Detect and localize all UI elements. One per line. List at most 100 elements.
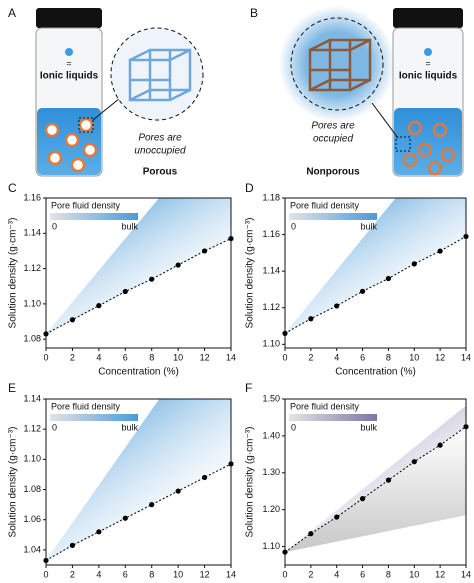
legend-low: 0 <box>52 422 57 432</box>
legend-high: bulk <box>121 221 138 231</box>
panel-a: A = Ionic liquids Pores are unoccupied P… <box>8 6 204 178</box>
legend-high: bulk <box>360 221 377 231</box>
zoom-box <box>395 136 411 152</box>
data-point <box>96 529 102 535</box>
data-point <box>201 248 208 254</box>
x-tick-label: 0 <box>43 569 48 579</box>
arrow <box>92 97 121 121</box>
x-axis-label: Concentration (%) <box>98 367 179 378</box>
data-point <box>334 303 340 309</box>
x-tick-label: 4 <box>334 352 339 362</box>
x-tick-label: 8 <box>149 352 154 362</box>
x-tick-label: 4 <box>96 569 101 579</box>
data-line <box>45 463 232 561</box>
y-tick-label: 1.20 <box>262 504 280 514</box>
x-tick-label: 6 <box>123 352 128 362</box>
x-tick-label: 14 <box>226 569 236 579</box>
y-tick-label: 1.12 <box>262 302 280 312</box>
data-point <box>359 288 366 294</box>
data-point <box>122 288 128 295</box>
y-axis-label: Solution density (g·cm⁻³) <box>245 427 256 538</box>
y-tick-label: 1.10 <box>23 454 41 464</box>
legend-bar <box>289 213 377 220</box>
data-point <box>122 515 128 521</box>
y-tick-label: 1.10 <box>23 298 41 308</box>
x-tick-label: 6 <box>360 352 365 362</box>
panel-b: B = Ionic liquids Pores are occupied Non… <box>250 6 464 178</box>
x-tick-label: 12 <box>200 352 210 362</box>
y-tick-label: 1.16 <box>262 229 280 239</box>
x-tick-label: 4 <box>96 352 101 362</box>
data-point <box>69 542 76 548</box>
data-point <box>69 317 76 323</box>
x-tick-label: 0 <box>282 352 287 362</box>
legend-title: Pore fluid density <box>51 401 121 411</box>
shade <box>46 198 231 334</box>
legend-label: Ionic liquids <box>40 71 99 82</box>
caption-line: unoccupied <box>134 146 186 157</box>
y-tick-label: 1.12 <box>23 263 41 273</box>
data-point <box>96 303 102 309</box>
framework <box>308 38 372 92</box>
x-tick-label: 14 <box>461 352 471 362</box>
y-tick-label: 1.04 <box>23 544 41 554</box>
x-tick-label: 8 <box>386 352 391 362</box>
framework <box>128 48 192 102</box>
data-point <box>359 496 366 502</box>
data-point <box>385 275 392 282</box>
y-tick-label: 1.40 <box>262 430 280 440</box>
x-tick-label: 8 <box>149 569 154 579</box>
x-tick-label: 6 <box>123 569 128 579</box>
x-tick-label: 0 <box>282 569 287 579</box>
panel-title: Nonporous <box>306 167 360 178</box>
plot-frame <box>284 398 467 566</box>
x-tick-label: 0 <box>43 352 48 362</box>
plot-frame <box>284 197 467 349</box>
glow <box>279 6 395 122</box>
y-tick-label: 1.10 <box>262 339 280 349</box>
data-point <box>308 316 314 322</box>
y-tick-label: 1.12 <box>23 424 41 434</box>
plot-frame <box>45 398 232 566</box>
panel-letter: C <box>8 181 17 195</box>
panel-letter: D <box>245 181 254 195</box>
x-tick-label: 12 <box>200 569 210 579</box>
x-tick-label: 2 <box>70 352 75 362</box>
y-tick-label: 1.06 <box>23 514 41 524</box>
data-point <box>149 502 155 508</box>
data-point <box>149 276 155 282</box>
y-tick-label: 1.10 <box>262 541 280 551</box>
x-tick-label: 14 <box>226 352 236 362</box>
x-tick-label: 10 <box>173 352 183 362</box>
y-tick-label: 1.30 <box>262 467 280 477</box>
x-tick-label: 14 <box>461 569 471 579</box>
y-tick-label: 1.14 <box>23 228 41 238</box>
data-point <box>175 262 181 268</box>
panel-letter: E <box>8 381 16 395</box>
cap <box>393 8 463 28</box>
shade <box>285 198 466 334</box>
legend-title: Pore fluid density <box>51 200 121 210</box>
legend-bar <box>50 414 138 421</box>
y-tick-label: 1.08 <box>23 484 41 494</box>
x-tick-label: 2 <box>308 352 313 362</box>
x-tick-label: 2 <box>70 569 75 579</box>
x-axis-label: Concentration (%) <box>335 367 416 378</box>
data-point <box>201 474 208 481</box>
legend-symbol: = <box>425 58 430 68</box>
shade <box>285 405 466 553</box>
data-point <box>437 442 443 448</box>
x-tick-label: 4 <box>334 569 339 579</box>
x-tick-label: 10 <box>409 569 419 579</box>
liquid <box>394 108 462 175</box>
y-axis-label: Solution density (g·cm⁻³) <box>8 427 19 538</box>
plot-frame <box>45 197 232 349</box>
x-tick-label: 8 <box>386 569 391 579</box>
y-tick-label: 1.14 <box>23 393 41 403</box>
x-tick-label: 12 <box>435 569 445 579</box>
ion-dot <box>424 48 432 56</box>
y-tick-label: 1.50 <box>262 393 280 403</box>
legend-low: 0 <box>291 221 296 231</box>
legend-low: 0 <box>291 422 296 432</box>
pores <box>44 117 98 173</box>
